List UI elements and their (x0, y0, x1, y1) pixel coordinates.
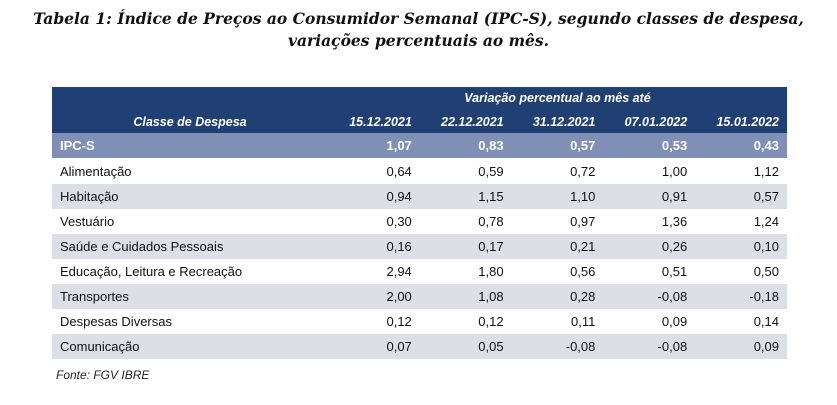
table-cell: 1,12 (695, 158, 787, 184)
table-cell: 0,17 (419, 234, 512, 259)
table-row: Alimentação 0,64 0,59 0,72 1,00 1,12 (52, 158, 787, 184)
table-cell: 0,57 (695, 184, 787, 209)
table-cell: 1,10 (511, 184, 604, 209)
table-cell: 0,26 (603, 234, 696, 259)
table-cell: 0,11 (511, 309, 604, 334)
table-row: Saúde e Cuidados Pessoais 0,16 0,17 0,21… (52, 234, 787, 259)
header-row-dates: 15.12.2021 22.12.2021 31.12.2021 07.01.2… (52, 109, 787, 133)
table-cell: 2,94 (328, 259, 420, 284)
table-cell: 1,07 (328, 133, 420, 159)
table-row: Transportes 2,00 1,08 0,28 -0,08 -0,18 (52, 284, 787, 309)
table-cell: 0,72 (511, 158, 604, 184)
table-cell: 0,53 (603, 133, 696, 159)
table-row-ipc-s: IPC-S 1,07 0,83 0,57 0,53 0,43 (52, 133, 787, 159)
table-cell: 1,80 (419, 259, 512, 284)
table-cell: -0,08 (603, 334, 696, 359)
table-cell: 0,64 (328, 158, 420, 184)
column-header-date: 15.12.2021 (328, 109, 420, 133)
table-row: Vestuário 0,30 0,78 0,97 1,36 1,24 (52, 209, 787, 234)
table-cell: 0,30 (328, 209, 420, 234)
ipc-s-table: Classe de Despesa Variação percentual ao… (52, 87, 787, 359)
table-cell: 0,28 (511, 284, 604, 309)
table-cell: -0,08 (603, 284, 696, 309)
table-cell: 0,56 (511, 259, 604, 284)
table-cell: 0,57 (511, 133, 604, 159)
table-cell: 0,91 (603, 184, 696, 209)
row-label: Saúde e Cuidados Pessoais (52, 234, 328, 259)
table-cell: 0,12 (328, 309, 420, 334)
column-header-date: 15.01.2022 (695, 109, 787, 133)
table-cell: 0,12 (419, 309, 512, 334)
table-cell: 0,09 (603, 309, 696, 334)
table-cell: 0,94 (328, 184, 420, 209)
table-cell: 0,59 (419, 158, 512, 184)
table-cell: 0,50 (695, 259, 787, 284)
table-cell: 0,97 (511, 209, 604, 234)
row-label: Comunicação (52, 334, 328, 359)
table-row: Despesas Diversas 0,12 0,12 0,11 0,09 0,… (52, 309, 787, 334)
table-cell: 1,15 (419, 184, 512, 209)
table-cell: 0,21 (511, 234, 604, 259)
table-cell: 0,78 (419, 209, 512, 234)
table-cell: 2,00 (328, 284, 420, 309)
table-cell: 0,09 (695, 334, 787, 359)
row-label: Alimentação (52, 158, 328, 184)
table-row: Habitação 0,94 1,15 1,10 0,91 0,57 (52, 184, 787, 209)
table-cell: -0,08 (511, 334, 604, 359)
table-cell: 1,24 (695, 209, 787, 234)
table-cell: 0,07 (328, 334, 420, 359)
column-header-class: Classe de Despesa (52, 87, 328, 133)
table-cell: 1,00 (603, 158, 696, 184)
table-cell: 0,51 (603, 259, 696, 284)
table-cell: 1,36 (603, 209, 696, 234)
table-row: Comunicação 0,07 0,05 -0,08 -0,08 0,09 (52, 334, 787, 359)
table-cell: 0,16 (328, 234, 420, 259)
table-cell: 0,05 (419, 334, 512, 359)
table-title: Tabela 1: Índice de Preços ao Consumidor… (0, 8, 837, 52)
row-label: Habitação (52, 184, 328, 209)
table-cell: -0,18 (695, 284, 787, 309)
table-title-line1: Tabela 1: Índice de Preços ao Consumidor… (33, 9, 804, 28)
table-row: Educação, Leitura e Recreação 2,94 1,80 … (52, 259, 787, 284)
column-header-date: 22.12.2021 (419, 109, 512, 133)
header-row-group: Classe de Despesa Variação percentual ao… (52, 87, 787, 133)
column-group-header: Variação percentual ao mês até (328, 87, 787, 110)
row-label: Vestuário (52, 209, 328, 234)
table-title-line2: variações percentuais ao mês. (288, 31, 549, 50)
row-label: IPC-S (52, 133, 328, 159)
source-note: Fonte: FGV IBRE (56, 368, 150, 382)
table-cell: 1,08 (419, 284, 512, 309)
table-cell: 0,10 (695, 234, 787, 259)
row-label: Educação, Leitura e Recreação (52, 259, 328, 284)
table-cell: 0,43 (695, 133, 787, 159)
column-header-date: 31.12.2021 (511, 109, 604, 133)
row-label: Despesas Diversas (52, 309, 328, 334)
column-header-date: 07.01.2022 (603, 109, 696, 133)
table-cell: 0,14 (695, 309, 787, 334)
row-label: Transportes (52, 284, 328, 309)
table-cell: 0,83 (419, 133, 512, 159)
